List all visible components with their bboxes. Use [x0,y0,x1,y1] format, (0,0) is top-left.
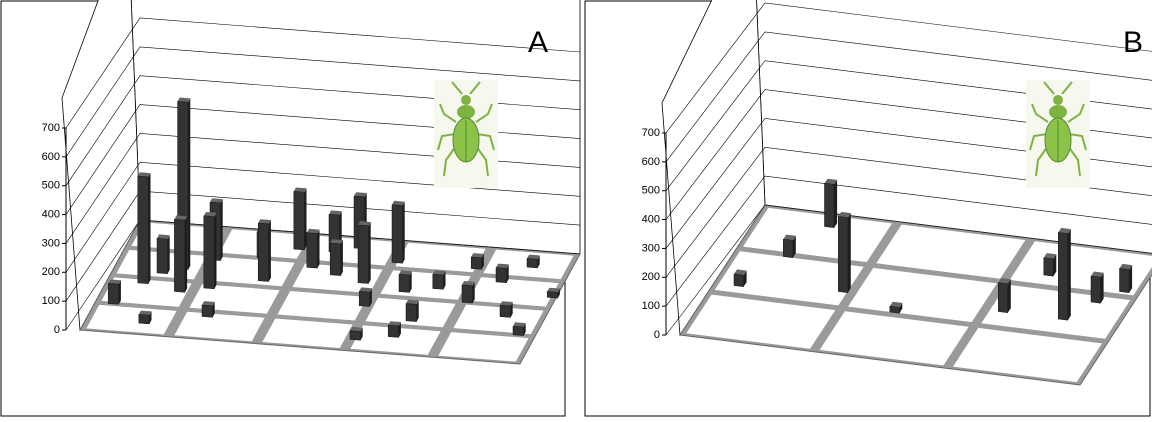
bar [433,274,444,289]
bar [547,292,558,299]
y-tick-label: 400 [642,213,660,225]
bar-side [168,235,170,274]
bar-side [1068,229,1071,320]
bar-side [214,213,216,289]
bar-side [834,180,837,228]
bar [838,217,848,293]
bar-side [185,216,187,292]
bar [174,219,185,292]
bar [890,306,900,313]
bar [825,183,835,228]
bar [783,239,793,258]
bar [500,305,511,317]
y-tick-label: 700 [42,122,60,134]
bar [513,326,524,336]
y-tick-label: 300 [642,242,660,254]
bar [138,176,149,284]
bar [108,283,119,304]
y-tick-label: 300 [42,237,60,249]
panel-label: A [528,26,548,59]
bar [139,314,150,324]
bar [998,283,1008,313]
bar [204,216,215,289]
bar-side [304,188,306,250]
bar [330,243,341,276]
y-tick-label: 500 [642,185,660,197]
bar-side [403,202,405,264]
bar [527,258,538,268]
y-tick-label: 0 [54,324,60,336]
bar-side [1129,265,1132,293]
bar [1120,268,1130,292]
bar-side [369,222,371,284]
panel-label: B [1123,26,1143,59]
bar [462,285,473,303]
y-tick-label: 200 [42,266,60,278]
bar-side [119,280,121,304]
y-tick-label: 600 [642,156,660,168]
bar [392,205,403,264]
bar [358,225,369,284]
page: 0 100 200 300 400 500 600 700 0 100 200 300 400 500 60… [0,0,1152,422]
beetle-icon [1026,80,1090,188]
bar [350,331,361,341]
y-tick-label: 700 [642,127,660,139]
y-tick-label: 100 [642,300,660,312]
bar [496,268,507,283]
bar-side [148,173,150,284]
y-tick-label: 0 [654,329,660,341]
y-tick-label: 200 [642,271,660,283]
bar [734,274,744,287]
y-tick-label: 100 [42,295,60,307]
bar [359,291,370,306]
bar [471,257,482,269]
bar [307,233,318,268]
bar-side [317,230,319,269]
bar [406,304,417,322]
bar [294,191,305,250]
bar [1091,276,1101,303]
figure: 0 100 200 300 400 500 600 700 0 100 200 300 400 500 60… [0,0,1152,417]
bar [399,274,410,292]
bar-side [1008,279,1011,312]
beetle-icon [434,80,498,188]
bar-side [188,98,190,269]
bar [157,238,168,273]
y-tick-label: 600 [42,151,60,163]
y-tick-label: 500 [42,180,60,192]
bar-side [1101,273,1104,304]
bar-side [848,213,851,293]
y-tick-label: 400 [42,208,60,220]
bar [1044,258,1054,277]
bar [258,223,269,282]
bar-side [269,220,271,282]
bar [388,325,399,337]
bar [1058,232,1068,320]
bar-side [341,240,343,276]
bar-side [221,199,223,261]
bar [202,305,213,317]
